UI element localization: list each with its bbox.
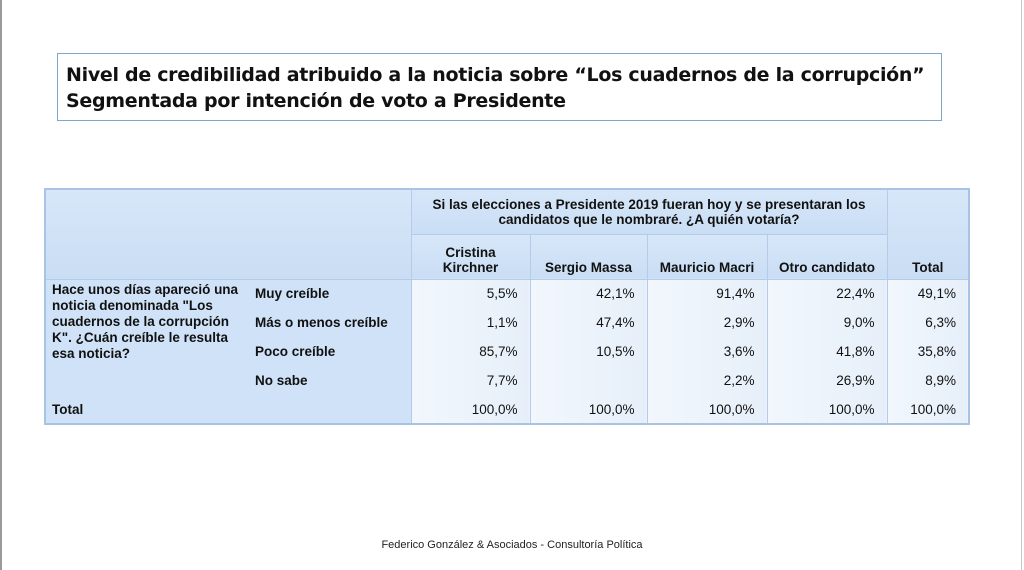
row-label: Poco creíble: [249, 337, 411, 366]
cell-value: 1,1%: [410, 308, 531, 337]
cell-value: 85,7%: [410, 337, 531, 366]
cell-value: 91,4%: [646, 279, 768, 308]
cell-value: 2,2%: [646, 366, 768, 395]
cell-value: 6,3%: [886, 308, 970, 337]
cell-value: 2,9%: [646, 308, 768, 337]
cell-value: 100,0%: [646, 395, 768, 424]
page-edge-right: [1021, 0, 1022, 570]
crosstab-table: Si las elecciones a Presidente 2019 fuer…: [44, 188, 971, 425]
column-header-total: Total: [886, 188, 970, 280]
cell-value: 42,1%: [529, 279, 648, 308]
cell-value: 7,7%: [410, 366, 531, 395]
cell-value: 100,0%: [410, 395, 531, 424]
page-edge-left: [0, 0, 2, 570]
column-header: Mauricio Macri: [646, 233, 768, 280]
column-header: Cristina Kirchner: [410, 233, 531, 280]
table-row: Más o menos creíble 1,1% 47,4% 2,9% 9,0% 6,3%: [45, 308, 970, 337]
table-row: Poco creíble 85,7% 10,5% 3,6% 41,8% 35,8%: [45, 337, 970, 366]
title-line-1: Nivel de credibilidad atribuido a la not…: [66, 64, 925, 86]
row-label: Muy creíble: [249, 279, 411, 308]
cell-value: 8,9%: [886, 366, 970, 395]
row-label: No sabe: [249, 366, 411, 395]
cell-value: 10,5%: [529, 337, 648, 366]
cell-value: 3,6%: [646, 337, 768, 366]
super-header: Si las elecciones a Presidente 2019 fuer…: [410, 188, 888, 235]
cell-value: 100,0%: [766, 395, 888, 424]
cell-value: 41,8%: [766, 337, 888, 366]
cell-value: 35,8%: [886, 337, 970, 366]
column-header: Sergio Massa: [529, 233, 648, 280]
row-label-total: Total: [45, 395, 411, 424]
title-line-2: Segmentada por intención de voto a Presi…: [66, 90, 566, 112]
cell-value: 47,4%: [529, 308, 648, 337]
cell-value: 9,0%: [766, 308, 888, 337]
cell-value: [529, 366, 648, 395]
cell-value: 100,0%: [886, 395, 970, 424]
row-label: Más o menos creíble: [249, 308, 411, 337]
footer-credit: Federico González & Asociados - Consulto…: [381, 539, 643, 551]
table-row: No sabe 7,7% 2,2% 26,9% 8,9%: [45, 366, 970, 395]
question-label: Hace unos días apareció una noticia deno…: [45, 279, 249, 395]
table-row: Hace unos días apareció una noticia deno…: [45, 279, 970, 395]
cell-value: 5,5%: [410, 279, 531, 308]
column-header: Otro candidato: [766, 233, 888, 280]
cell-value: 22,4%: [766, 279, 888, 308]
corner-header: [44, 188, 412, 280]
slide-title: Nivel de credibilidad atribuido a la not…: [57, 53, 942, 121]
cell-value: 49,1%: [886, 279, 970, 308]
cell-value: 100,0%: [529, 395, 648, 424]
cell-value: 26,9%: [766, 366, 888, 395]
total-row: Total 100,0% 100,0% 100,0% 100,0% 100,0%: [45, 395, 970, 424]
